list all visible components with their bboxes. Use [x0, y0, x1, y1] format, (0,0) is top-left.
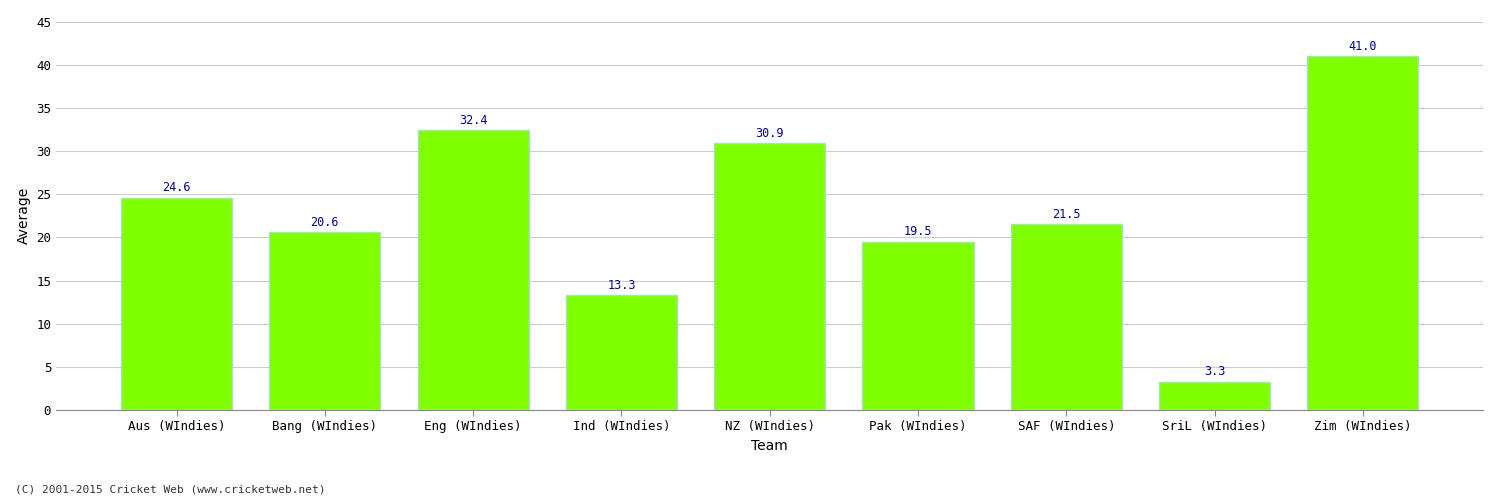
Bar — [417, 130, 528, 410]
Bar — [122, 198, 232, 410]
Text: 41.0: 41.0 — [1348, 40, 1377, 52]
Bar — [1306, 56, 1419, 410]
Bar — [714, 144, 825, 410]
Bar — [1160, 382, 1270, 410]
Bar — [268, 232, 381, 410]
Text: 21.5: 21.5 — [1052, 208, 1080, 221]
Y-axis label: Average: Average — [16, 187, 30, 244]
Text: 3.3: 3.3 — [1204, 365, 1225, 378]
Bar — [1011, 224, 1122, 410]
Text: 24.6: 24.6 — [162, 182, 190, 194]
Text: 30.9: 30.9 — [756, 127, 784, 140]
X-axis label: Team: Team — [752, 439, 788, 453]
Bar — [862, 242, 974, 410]
Text: (C) 2001-2015 Cricket Web (www.cricketweb.net): (C) 2001-2015 Cricket Web (www.cricketwe… — [15, 485, 326, 495]
Text: 20.6: 20.6 — [310, 216, 339, 229]
Text: 13.3: 13.3 — [608, 279, 636, 292]
Bar — [566, 295, 676, 410]
Text: 32.4: 32.4 — [459, 114, 488, 127]
Text: 19.5: 19.5 — [903, 226, 932, 238]
